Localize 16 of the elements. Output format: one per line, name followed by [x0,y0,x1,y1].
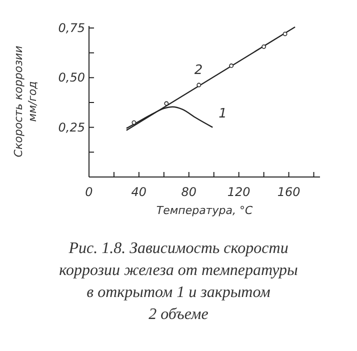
text: Рис. 1.8. Зависимость скорости [68,240,288,257]
series-label: 2 [194,62,203,78]
x-tick-label: 160 [277,185,301,199]
x-tick-label: 40 [131,185,147,199]
y-tick-label: 0,50 [58,70,86,85]
y-tick-label: 0,25 [58,120,85,134]
x-axis-title: Температура, °C [156,204,253,217]
x-tick-label: 80 [181,185,197,199]
text: 2 объеме [148,306,208,323]
x-tick-label: 0 [85,185,94,199]
y-tick-label: 0,75 [58,20,85,35]
text: коррозии железа от температуры [59,262,298,279]
x-tick-label: 120 [227,185,251,199]
series-label: 1 [218,106,227,122]
text: в открытом 1 и закрытом [86,284,270,301]
y-axis-title: Скорость коррозии мм/год [12,46,39,158]
